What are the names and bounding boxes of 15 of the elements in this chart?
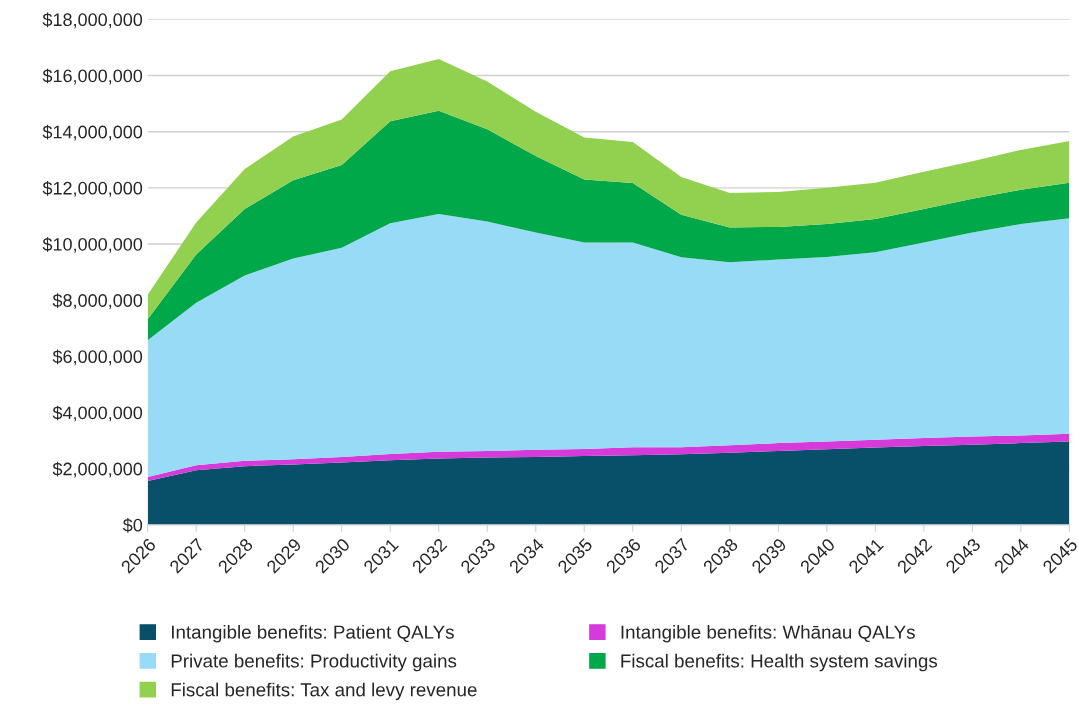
legend-label: Fiscal benefits: Health system savings (621, 653, 938, 672)
y-tick-label: $8,000,000 (52, 293, 143, 310)
legend-label: Intangible benefits: Patient QALYs (172, 624, 454, 643)
y-tick-label: $4,000,000 (52, 405, 143, 422)
y-tick-label: $12,000,000 (42, 181, 143, 197)
y-tick-label: $6,000,000 (52, 349, 143, 366)
y-tick-label: $18,000,000 (42, 12, 143, 29)
legend-label: Intangible benefits: Whānau QALYs (621, 624, 915, 643)
y-tick-label: $0 (122, 518, 143, 533)
y-tick-label: $14,000,000 (42, 124, 143, 141)
legend-label: Private benefits: Productivity gains (171, 653, 457, 672)
y-tick-label: $2,000,000 (52, 461, 143, 478)
y-tick-label: $10,000,000 (42, 237, 143, 253)
y-tick-label: $16,000,000 (42, 68, 143, 85)
legend-label: Fiscal benefits: Tax and levy revenue (171, 682, 477, 701)
